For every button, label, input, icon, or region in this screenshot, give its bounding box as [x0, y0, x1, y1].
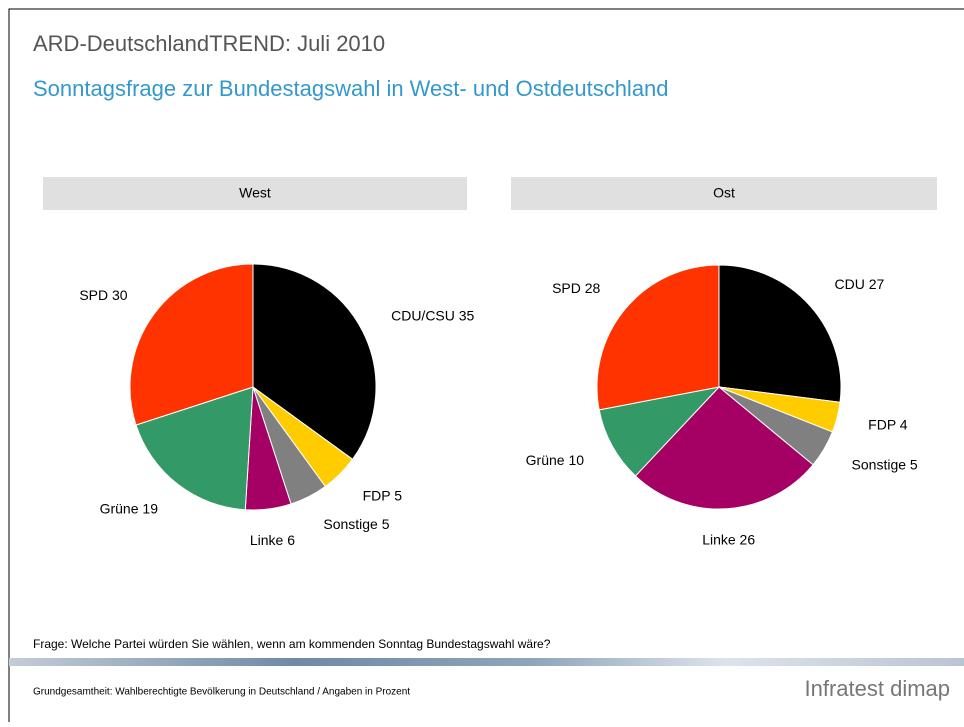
- footer-note: Grundgesamtheit: Wahlberechtigte Bevölke…: [33, 687, 410, 698]
- slice-label-value: 5: [394, 487, 402, 503]
- slice-label: Grüne 19: [100, 500, 159, 516]
- slice-label: SPD 28: [552, 280, 600, 296]
- footer-bar: [9, 658, 964, 666]
- slice-label: FDP 4: [868, 416, 908, 432]
- chart-title-bar: [43, 177, 467, 210]
- slice-label-value: 28: [585, 280, 601, 296]
- chart-title: West: [239, 185, 271, 201]
- slice-label-name: CDU: [835, 276, 865, 292]
- pie-slice: [129, 263, 254, 426]
- slice-label-name: Grüne: [100, 500, 139, 516]
- slice-label-name: Sonstige: [323, 516, 378, 532]
- slice-label-name: Linke: [702, 531, 736, 547]
- slice-label-name: FDP: [868, 416, 896, 432]
- title: ARD-DeutschlandTREND: Juli 2010: [33, 31, 385, 56]
- slice-label: FDP 5: [363, 487, 403, 503]
- slice-label-value: 10: [568, 452, 584, 468]
- slice-label-name: SPD: [79, 287, 108, 303]
- slice-label-value: 5: [910, 456, 918, 472]
- question: Frage: Welche Partei würden Sie wählen, …: [33, 637, 551, 651]
- slice-label-name: Sonstige: [852, 456, 907, 472]
- subtitle: Sonntagsfrage zur Bundestagswahl in West…: [33, 76, 669, 101]
- pie-slice: [718, 264, 842, 403]
- slice-label-value: 30: [112, 287, 128, 303]
- chart-title-bar: [511, 177, 937, 210]
- slice-label: Linke 6: [250, 531, 295, 547]
- slice-label-name: SPD: [552, 280, 581, 296]
- slice-label-value: 4: [900, 416, 908, 432]
- slice-label: SPD 30: [79, 287, 127, 303]
- slice-label-name: Linke: [250, 531, 284, 547]
- pie-slice: [634, 386, 814, 510]
- slice-label: Grüne 10: [526, 452, 585, 468]
- frame: [8, 8, 964, 727]
- slice-label-name: FDP: [363, 487, 391, 503]
- slice-label-value: 19: [142, 500, 158, 516]
- slice-label: Sonstige 5: [323, 516, 389, 532]
- pie-slice: [596, 264, 720, 411]
- slice-label-name: CDU/CSU: [391, 307, 455, 323]
- slice-label-value: 35: [459, 307, 475, 323]
- slice-label: Sonstige 5: [852, 456, 918, 472]
- slice-label-value: 5: [382, 516, 390, 532]
- pie-slice: [252, 263, 377, 460]
- slice-label-value: 6: [287, 531, 295, 547]
- pie-slice: [598, 386, 721, 477]
- logo: Infratest dimap: [804, 676, 950, 701]
- pie-slice: [135, 386, 254, 511]
- chart-title: Ost: [713, 185, 735, 201]
- slice-label: Linke 26: [702, 531, 755, 547]
- slice-label-value: 27: [869, 276, 885, 292]
- slice-label-value: 26: [740, 531, 756, 547]
- slice-label: CDU 27: [835, 276, 885, 292]
- slice-label-name: Grüne: [526, 452, 565, 468]
- slice-label: CDU/CSU 35: [391, 307, 474, 323]
